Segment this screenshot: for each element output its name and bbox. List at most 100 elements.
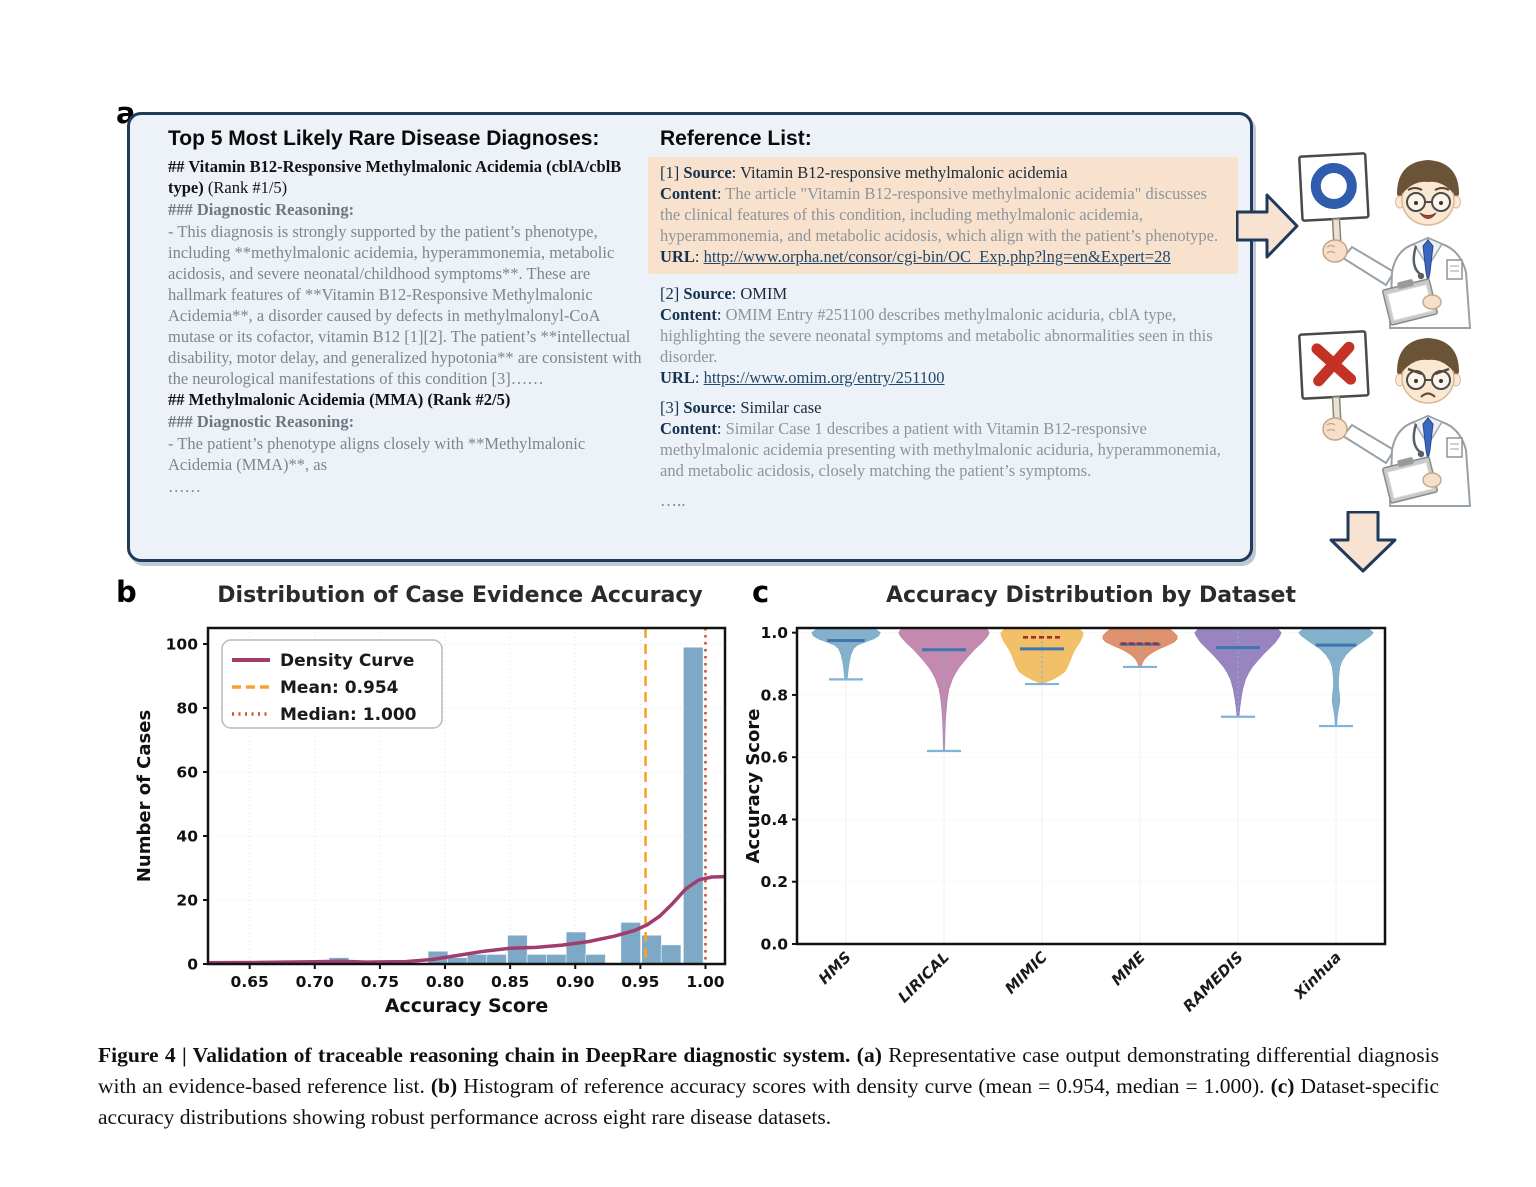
legend-label: Density Curve xyxy=(280,651,414,671)
reference-source-label: Source xyxy=(683,163,732,182)
frown-mouth xyxy=(1420,392,1436,398)
violin-HMS xyxy=(811,628,881,681)
y-tick-label: 0.6 xyxy=(761,749,788,767)
reference-source-label: Source xyxy=(683,283,732,303)
histogram-bar xyxy=(526,953,548,965)
histogram-title: Distribution of Case Evidence Accuracy xyxy=(217,583,703,608)
case-output-panel: Top 5 Most Likely Rare Disease Diagnoses… xyxy=(127,112,1253,562)
text-segment: : xyxy=(731,163,741,182)
y-tick-label: 1.0 xyxy=(761,624,789,642)
x-axis-label: Accuracy Score xyxy=(385,995,548,1017)
y-axis-label: Number of Cases xyxy=(134,710,155,882)
density-curve xyxy=(207,874,726,965)
stethoscope-icon xyxy=(1412,245,1421,275)
y-tick-label: 80 xyxy=(176,700,198,718)
reference-source-value: OMIM xyxy=(740,283,788,303)
caption-segment: Representative case output demonstrating… xyxy=(98,1043,1439,1099)
histogram-bar xyxy=(660,944,682,965)
x-tick-label: 0.70 xyxy=(296,973,334,991)
reference-url-link[interactable]: https://www.omim.org/entry/251100 xyxy=(703,367,945,387)
reference-content-label: Content xyxy=(660,304,717,324)
smile-mouth xyxy=(1419,212,1437,219)
y-axis: 0 20 40 60 80 100 xyxy=(166,636,208,974)
x-tick-label: 0.80 xyxy=(426,973,464,991)
reference-id: [3] xyxy=(660,398,684,418)
y-tick-label: 0.4 xyxy=(761,811,789,829)
y-tick-label: 0 xyxy=(187,956,198,974)
reference-content-value: OMIM Entry #251100 describes methylmalon… xyxy=(660,304,1213,366)
y-axis: 0.0 0.2 0.4 0.6 0.8 1.0 xyxy=(761,624,797,954)
text-segment: ## Vitamin B12-Responsive Methylmalonic … xyxy=(168,157,622,197)
caption-segment: Figure 4 | Validation of traceable reaso… xyxy=(98,1043,857,1067)
violin-Xinhua xyxy=(1298,628,1374,728)
histogram-bar xyxy=(682,646,704,965)
text-segment: : xyxy=(694,367,704,387)
reference-source-line: [3] Source: Similar case xyxy=(660,397,1234,418)
reference-list: [1] Source: Vitamin B12-responsive methy… xyxy=(648,157,1238,482)
y-tick-label: 40 xyxy=(176,828,198,846)
caption-segment: Histogram of reference accuracy scores w… xyxy=(457,1074,1271,1099)
text-segment: : xyxy=(731,283,741,303)
legend-label: Mean: 0.954 xyxy=(280,678,399,698)
histogram-bar xyxy=(486,953,507,965)
text-segment: ## Methylmalonic Acidemia (MMA) (Rank #2… xyxy=(168,390,511,410)
reference-url-line: URL: https://www.omim.org/entry/251100 xyxy=(660,367,1234,388)
panel-c-label: c xyxy=(752,575,770,609)
histogram-bar xyxy=(466,953,488,965)
text-segment: ### Diagnostic Reasoning: xyxy=(168,199,355,219)
x-tick-label: 0.75 xyxy=(361,973,399,991)
text-segment: ### Diagnostic Reasoning: xyxy=(168,412,355,432)
text-segment: : xyxy=(716,419,726,439)
reference-source-value: Vitamin B12-responsive methylmalonic aci… xyxy=(740,163,1068,182)
diagnoses-body: ## Vitamin B12-Responsive Methylmalonic … xyxy=(168,157,646,498)
text-segment: : xyxy=(716,304,726,324)
violin-chart: 0.0 0.2 0.4 0.6 0.8 1.0 HMS LIRICAL MIMIC MME RAME… xyxy=(745,624,1387,1016)
axes-frame xyxy=(795,626,1387,946)
clipboard-icon xyxy=(1382,456,1438,504)
y-tick-label: 0.2 xyxy=(761,873,788,891)
reference-url-label: URL xyxy=(660,367,695,387)
reference-content-label: Content xyxy=(660,419,717,439)
doctor-arm xyxy=(1341,245,1396,287)
caption-segment: (c) xyxy=(1270,1074,1295,1099)
diagnosis-text-line: ### Diagnostic Reasoning: xyxy=(168,200,646,221)
x-category-label: Xinhua xyxy=(1290,948,1345,1003)
x-category-label: RAMEDIS xyxy=(1180,948,1247,1015)
reference-column: Reference List: [1] Source: Vitamin B12-… xyxy=(648,127,1238,553)
flow-arrow-down-icon xyxy=(1329,511,1397,573)
reference-content-line: Content: The article "Vitamin B12-respon… xyxy=(660,183,1230,246)
histogram-bar xyxy=(546,953,567,965)
reference-url-link[interactable]: http://www.orpha.net/consor/cgi-bin/OC_E… xyxy=(703,247,1171,267)
x-tick-label: 1.00 xyxy=(686,973,724,991)
x-tick-label: 0.95 xyxy=(621,973,659,991)
violin-LIRICAL xyxy=(898,628,990,753)
doctor-hand xyxy=(1322,417,1348,441)
violin-MME xyxy=(1102,628,1178,669)
y-axis-label: Accuracy Score xyxy=(745,709,764,864)
diagnosis-text-line: ## Vitamin B12-Responsive Methylmalonic … xyxy=(168,157,646,199)
reference-source-value: Similar case xyxy=(740,398,822,418)
text-segment: (Rank #1/5) xyxy=(203,177,288,197)
stethoscope-icon xyxy=(1412,423,1421,453)
caption-segment: (a) xyxy=(856,1043,882,1067)
y-tick-label: 0.8 xyxy=(761,686,788,704)
x-axis: HMS LIRICAL MIMIC MME RAMEDIS Xinhua xyxy=(815,948,1345,1016)
y-tick-label: 20 xyxy=(176,892,198,910)
legend-label: Median: 1.000 xyxy=(280,705,417,725)
text-segment: : xyxy=(731,398,741,418)
reference-content-line: Content: OMIM Entry #251100 describes me… xyxy=(660,304,1234,367)
figure-caption: Figure 4 | Validation of traceable reaso… xyxy=(98,1040,1439,1134)
diagnoses-column: Top 5 Most Likely Rare Disease Diagnoses… xyxy=(168,127,646,553)
reference-ellipsis: ….. xyxy=(660,490,686,510)
x-tick-label: 0.85 xyxy=(491,973,529,991)
doctor-reject-illustration xyxy=(1294,328,1504,508)
legend: Density Curve Mean: 0.954 Median: 1.000 xyxy=(221,639,443,729)
diagnosis-text-line: - This diagnosis is strongly supported b… xyxy=(168,222,646,390)
y-tick-label: 0.0 xyxy=(761,936,789,954)
caption-segment: Dataset-specific accuracy distributions … xyxy=(98,1074,1439,1130)
badge-icon xyxy=(1446,437,1463,458)
flow-arrow-right-icon xyxy=(1236,193,1299,259)
doctor-hand xyxy=(1322,239,1348,263)
text-segment: …… xyxy=(168,477,201,497)
reference-id: [2] xyxy=(660,283,684,303)
